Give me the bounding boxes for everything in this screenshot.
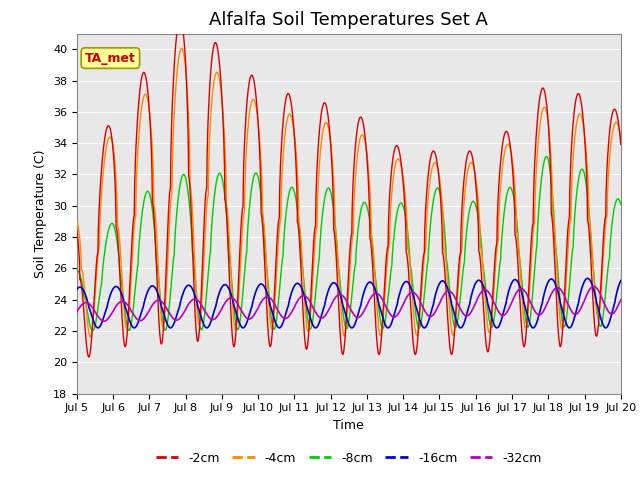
Text: TA_met: TA_met: [85, 51, 136, 65]
Y-axis label: Soil Temperature (C): Soil Temperature (C): [35, 149, 47, 278]
X-axis label: Time: Time: [333, 419, 364, 432]
Legend: -2cm, -4cm, -8cm, -16cm, -32cm: -2cm, -4cm, -8cm, -16cm, -32cm: [151, 447, 547, 469]
Title: Alfalfa Soil Temperatures Set A: Alfalfa Soil Temperatures Set A: [209, 11, 488, 29]
